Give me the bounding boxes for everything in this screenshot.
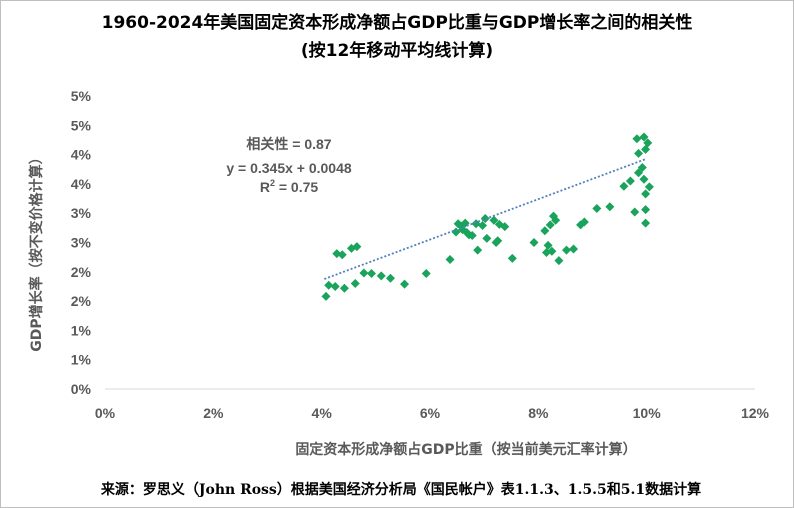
data-point [540, 226, 550, 236]
x-tick-label: 8% [528, 405, 549, 421]
y-tick-labels: 0% 1% 1% 2% 2% 3% 3% 4% 4% 5% 5% [71, 88, 92, 397]
y-tick-label: 2% [71, 264, 92, 280]
x-tick-labels: 0% 2% 4% 6% 8% 10% 12% [95, 405, 770, 421]
correlation-label: 相关性 = 0.87 [246, 136, 331, 152]
data-point [547, 246, 557, 256]
y-tick-label: 5% [71, 117, 92, 133]
y-tick-label: 3% [71, 205, 92, 221]
data-point [376, 271, 386, 281]
x-tick-label: 2% [203, 405, 224, 421]
data-point [543, 240, 553, 250]
data-point [551, 215, 561, 225]
data-point [562, 245, 571, 255]
x-tick-label: 12% [741, 405, 770, 421]
data-point [641, 189, 651, 199]
data-point [634, 168, 644, 178]
r-squared-label: R2 = 0.75 [260, 178, 319, 195]
data-point [321, 291, 331, 301]
data-point [445, 254, 455, 264]
data-point [632, 134, 642, 144]
data-point [554, 256, 564, 266]
data-point [500, 222, 510, 232]
data-point [385, 273, 395, 283]
data-point [637, 162, 647, 172]
data-point [569, 244, 579, 254]
data-point [421, 269, 431, 279]
data-point [482, 233, 492, 243]
data-point [330, 281, 340, 291]
x-axis-title: 固定资本形成净额占GDP比重（按当前美元汇率计算） [295, 441, 636, 458]
x-tick-label: 0% [95, 405, 116, 421]
trendline [324, 157, 647, 280]
data-point [630, 207, 640, 217]
data-point [643, 138, 653, 148]
data-point [592, 204, 602, 214]
data-point [467, 230, 477, 240]
y-tick-label: 5% [71, 88, 92, 104]
y-tick-label: 1% [71, 352, 92, 368]
data-point [350, 279, 360, 289]
data-point [489, 215, 499, 225]
data-point [605, 202, 615, 212]
y-tick-label: 1% [71, 322, 92, 338]
data-point [619, 181, 629, 191]
data-point [478, 221, 488, 231]
y-tick-label: 0% [71, 381, 92, 397]
y-axis-title: GDP增长率（按不变价格计算） [28, 150, 45, 351]
x-tick-label: 6% [420, 405, 441, 421]
data-point [545, 220, 555, 230]
data-point [639, 132, 649, 142]
y-tick-label: 4% [71, 176, 92, 192]
data-point [324, 280, 334, 290]
data-point [529, 238, 539, 247]
data-point [639, 174, 649, 184]
y-tick-label: 3% [71, 235, 92, 251]
data-point [339, 283, 349, 293]
data-point [337, 250, 347, 260]
data-point [367, 269, 376, 279]
data-point [473, 245, 483, 255]
data-point [641, 218, 651, 228]
y-tick-label: 2% [71, 293, 92, 309]
annotation-box: 相关性 = 0.87 y = 0.345x + 0.0048 R2 = 0.75 [226, 136, 352, 195]
data-point [359, 268, 369, 278]
chart-title-line2: (按12年移动平均线计算) [301, 40, 493, 61]
data-point [352, 242, 362, 252]
chart-title-line1: 1960-2024年美国固定资本形成净额占GDP比重与GDP增长率之间的相关性 [102, 12, 693, 33]
data-point [634, 148, 644, 158]
data-point [579, 217, 589, 227]
data-points [321, 132, 654, 301]
data-point [400, 279, 410, 289]
data-point [644, 182, 654, 192]
data-point [625, 176, 635, 186]
data-point [641, 205, 651, 215]
x-tick-label: 10% [633, 405, 662, 421]
data-point [493, 236, 503, 246]
y-tick-label: 4% [71, 147, 92, 163]
data-point [507, 253, 517, 263]
source-note: 来源：罗思义（John Ross）根据美国经济分析局《国民帐户》表1.1.3、1… [100, 481, 701, 498]
equation-label: y = 0.345x + 0.0048 [226, 160, 352, 176]
x-tick-label: 4% [312, 405, 333, 421]
